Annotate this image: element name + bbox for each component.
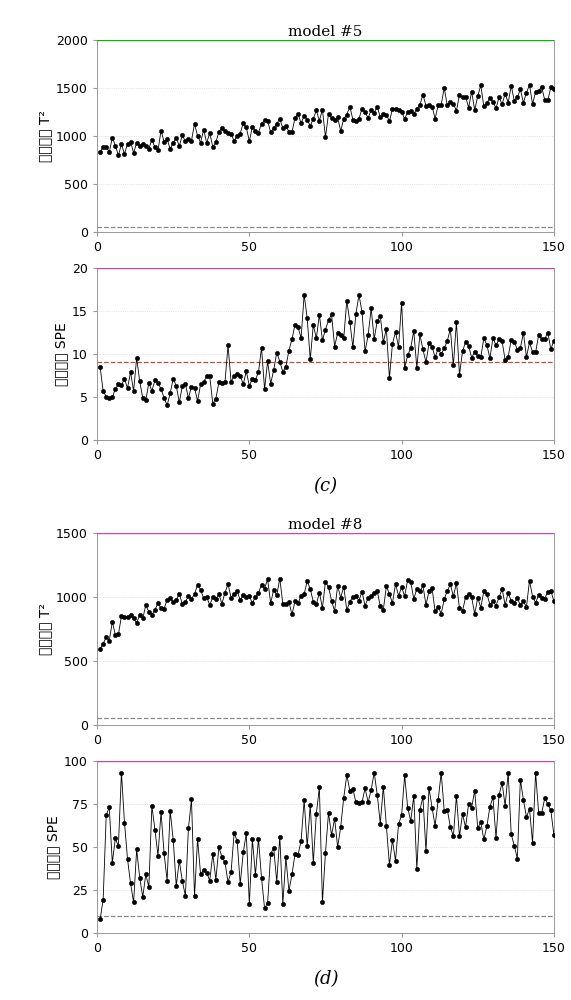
Y-axis label: 重构后的 SPE: 重构后的 SPE bbox=[54, 322, 68, 386]
Title: model #8: model #8 bbox=[288, 518, 363, 532]
Title: model #5: model #5 bbox=[288, 25, 363, 39]
Y-axis label: 重构后的 T²: 重构后的 T² bbox=[38, 110, 52, 162]
Text: (d): (d) bbox=[313, 970, 338, 988]
Text: (c): (c) bbox=[313, 477, 337, 495]
Y-axis label: 重构后的 SPE: 重构后的 SPE bbox=[46, 815, 60, 879]
Y-axis label: 重构后的 T²: 重构后的 T² bbox=[38, 603, 52, 655]
